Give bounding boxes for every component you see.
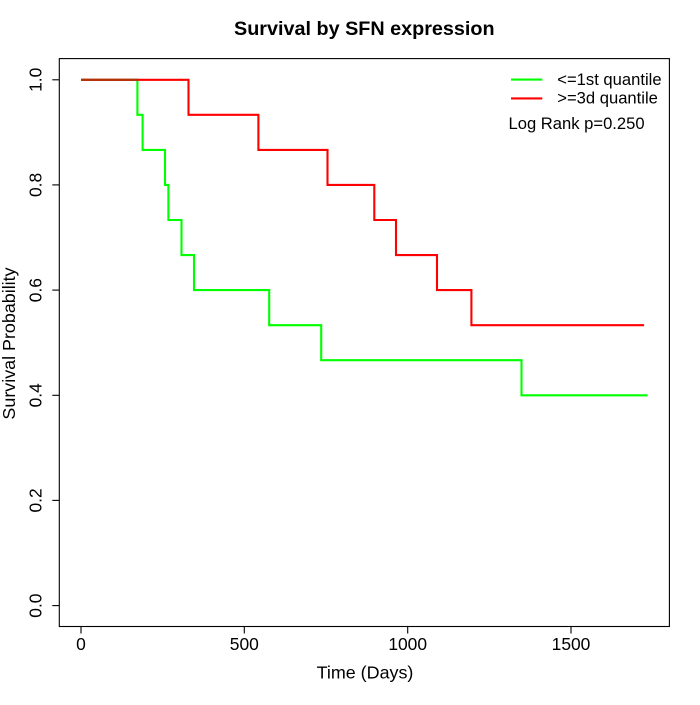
svg-text:1.0: 1.0: [25, 68, 45, 92]
svg-text:0.6: 0.6: [25, 278, 45, 302]
svg-text:1500: 1500: [552, 634, 591, 654]
svg-text:0.2: 0.2: [25, 488, 45, 512]
svg-text:1000: 1000: [388, 634, 427, 654]
svg-text:0.4: 0.4: [25, 383, 45, 408]
svg-text:500: 500: [230, 634, 259, 654]
svg-text:Log Rank p=0.250: Log Rank p=0.250: [509, 114, 645, 133]
svg-text:<=1st quantile: <=1st quantile: [557, 70, 661, 89]
svg-text:Survival Probability: Survival Probability: [0, 267, 19, 419]
svg-text:0: 0: [76, 634, 86, 654]
svg-text:0.8: 0.8: [25, 173, 45, 197]
svg-text:>=3d quantile: >=3d quantile: [557, 89, 658, 108]
svg-text:Time (Days): Time (Days): [317, 663, 414, 683]
svg-text:Survival by SFN expression: Survival by SFN expression: [234, 18, 495, 40]
svg-text:0.0: 0.0: [25, 594, 45, 618]
